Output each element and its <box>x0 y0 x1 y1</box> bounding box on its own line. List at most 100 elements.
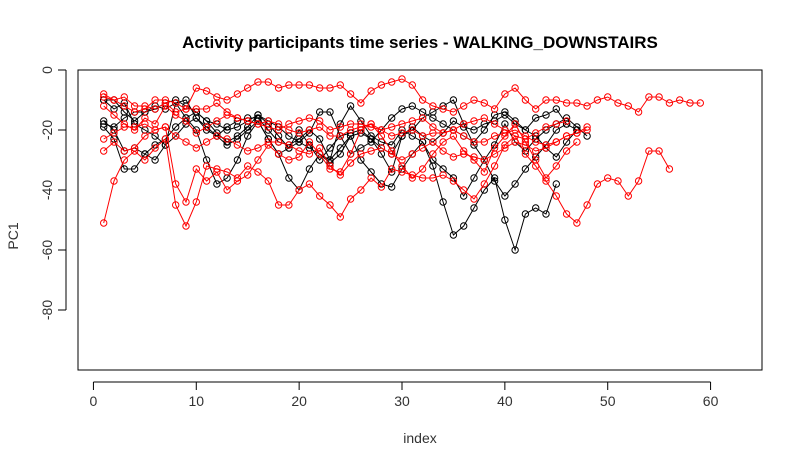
data-point <box>172 99 180 107</box>
data-point <box>326 144 334 152</box>
data-point <box>213 117 221 125</box>
data-point <box>326 126 334 134</box>
data-point <box>460 222 468 230</box>
data-point <box>645 147 653 155</box>
data-point <box>120 93 129 101</box>
data-point <box>100 102 108 110</box>
data-point <box>511 132 519 140</box>
data-point <box>501 216 509 224</box>
y-tick-label: -20 <box>39 120 55 140</box>
y-tick-label: -80 <box>39 300 55 320</box>
data-point <box>408 81 416 89</box>
data-point <box>161 123 170 131</box>
data-point <box>686 99 694 107</box>
data-point <box>449 177 458 185</box>
data-point <box>511 120 519 128</box>
data-point <box>141 114 149 122</box>
data-point <box>367 123 375 131</box>
data-point <box>429 114 437 122</box>
x-tick-label: 30 <box>394 393 410 409</box>
data-point <box>398 156 406 164</box>
data-point <box>377 126 386 134</box>
data-point <box>480 126 488 134</box>
data-point <box>439 171 447 179</box>
x-tick-label: 40 <box>497 393 513 409</box>
data-point <box>254 111 262 119</box>
data-point <box>233 132 242 140</box>
data-point <box>480 180 488 188</box>
data-point <box>418 144 427 152</box>
data-point <box>490 105 499 113</box>
data-point <box>532 129 540 137</box>
data-point <box>316 117 324 125</box>
data-point <box>388 123 396 131</box>
data-point <box>233 177 242 185</box>
data-point <box>295 117 303 125</box>
data-point <box>542 123 550 131</box>
data-point <box>192 105 201 113</box>
data-point <box>449 231 458 239</box>
data-point <box>202 177 211 185</box>
data-point <box>634 177 643 185</box>
data-point <box>120 165 129 173</box>
data-point <box>223 111 231 119</box>
data-point <box>357 186 365 194</box>
data-point <box>346 159 355 167</box>
data-point <box>460 120 468 128</box>
data-point <box>521 150 530 158</box>
data-point <box>326 201 334 209</box>
data-point <box>254 168 262 176</box>
data-point <box>367 147 375 155</box>
y-tick-label: -60 <box>39 240 55 260</box>
data-point <box>470 174 478 182</box>
data-point <box>552 162 560 170</box>
data-point <box>305 138 314 146</box>
data-point <box>223 126 231 134</box>
data-point <box>439 147 447 155</box>
data-point <box>305 81 314 89</box>
data-point <box>295 147 303 155</box>
data-point <box>593 180 602 188</box>
data-point <box>141 156 149 164</box>
data-point <box>388 114 396 122</box>
data-point <box>130 144 139 152</box>
data-point <box>542 210 550 218</box>
series-6 <box>100 132 674 230</box>
data-point <box>552 96 560 104</box>
data-point <box>274 138 283 146</box>
data-point <box>223 168 231 176</box>
data-point <box>295 129 303 137</box>
series-11 <box>100 102 571 143</box>
data-point <box>449 153 458 161</box>
data-point <box>624 192 632 200</box>
series-line <box>103 123 588 176</box>
data-point <box>172 132 180 140</box>
data-point <box>521 210 530 218</box>
data-point <box>254 120 262 128</box>
data-point <box>429 162 437 170</box>
data-point <box>542 111 550 119</box>
data-point <box>655 147 663 155</box>
data-point <box>367 87 375 95</box>
data-point <box>141 102 149 110</box>
data-point <box>480 156 488 164</box>
data-point <box>172 123 180 131</box>
data-point <box>100 219 108 227</box>
data-point <box>501 108 509 116</box>
data-point <box>480 138 488 146</box>
data-point <box>192 165 201 173</box>
data-point <box>429 150 437 158</box>
data-point <box>398 75 406 83</box>
data-point <box>130 126 139 134</box>
data-point <box>161 102 170 110</box>
data-point <box>336 150 344 158</box>
data-point <box>408 174 416 182</box>
data-point <box>110 111 118 119</box>
series-3 <box>100 96 571 200</box>
data-point <box>100 135 108 143</box>
data-point <box>470 195 478 203</box>
data-point <box>120 102 129 110</box>
data-point <box>254 144 262 152</box>
data-point <box>233 141 242 149</box>
data-point <box>429 174 437 182</box>
